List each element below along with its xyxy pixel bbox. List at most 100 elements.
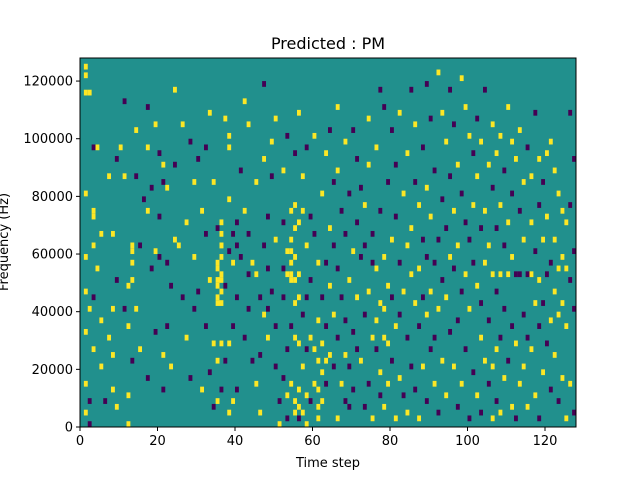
heatmap-cell-high	[95, 144, 100, 151]
heatmap-cell-high	[312, 380, 317, 387]
heatmap-cell-low	[130, 357, 135, 364]
heatmap-cell-high	[498, 132, 503, 139]
heatmap-cell-high	[289, 380, 294, 387]
heatmap-cell-high	[227, 196, 232, 203]
heatmap-cell-low	[556, 398, 561, 404]
heatmap-cell-low	[285, 132, 290, 139]
heatmap-cell-high	[219, 230, 224, 237]
heatmap-cell-low	[428, 115, 433, 122]
heatmap-cell-high	[192, 254, 197, 260]
heatmap-cell-high	[215, 357, 220, 364]
heatmap-cell-low	[455, 317, 460, 324]
heatmap-cell-high	[479, 138, 484, 145]
heatmap-cell-high	[494, 150, 499, 157]
heatmap-cell-low	[91, 294, 96, 301]
x-tick-label: 80	[382, 434, 399, 449]
heatmap-cell-high	[405, 150, 410, 157]
heatmap-cell-high	[242, 207, 247, 214]
heatmap-cell-low	[448, 173, 453, 180]
heatmap-cell-high	[254, 380, 259, 387]
heatmap-cell-high	[297, 340, 301, 347]
heatmap-cell-high	[145, 207, 150, 214]
heatmap-cell-low	[378, 392, 383, 399]
heatmap-cell-low	[374, 346, 379, 353]
heatmap-cell-high	[328, 282, 332, 289]
heatmap-cell-low	[328, 127, 332, 133]
heatmap-cell-low	[235, 294, 239, 301]
heatmap-cell-high	[444, 294, 449, 301]
heatmap-cell-low	[397, 311, 402, 318]
heatmap-cell-high	[409, 225, 414, 231]
heatmap-cell-high	[293, 254, 298, 260]
heatmap-cell-low	[479, 409, 484, 416]
heatmap-cell-low	[207, 369, 212, 376]
x-tick-label: 0	[76, 434, 84, 449]
heatmap-cell-high	[529, 271, 534, 278]
x-tick-label: 100	[455, 434, 480, 449]
heatmap-cell-low	[204, 144, 208, 151]
heatmap-cell-high	[320, 340, 325, 347]
heatmap-cell-high	[297, 386, 301, 393]
heatmap-cell-low	[273, 363, 278, 370]
heatmap-cell-high	[463, 271, 468, 278]
heatmap-cell-high	[386, 340, 391, 347]
heatmap-cell-high	[444, 138, 449, 145]
heatmap-cell-high	[293, 202, 298, 208]
heatmap-cell-high	[471, 202, 476, 208]
heatmap-cell-high	[494, 346, 499, 353]
heatmap-cell-low	[289, 323, 294, 329]
heatmap-cell-low	[231, 323, 236, 329]
heatmap-cell-low	[390, 127, 394, 133]
heatmap-cell-high	[401, 288, 406, 295]
heatmap-cell-high	[262, 156, 267, 162]
heatmap-cell-high	[417, 265, 422, 272]
heatmap-cell-high	[533, 392, 538, 399]
heatmap-cell-high	[316, 259, 321, 266]
heatmap-cell-high	[397, 375, 402, 381]
heatmap-cell-high	[130, 277, 135, 283]
heatmap-cell-low	[432, 259, 437, 266]
heatmap-cell-high	[289, 248, 294, 255]
heatmap-cell-high	[355, 294, 360, 301]
heatmap-cell-high	[169, 363, 174, 370]
heatmap-cell-low	[196, 156, 201, 162]
heatmap-cell-high	[269, 138, 274, 145]
heatmap-cell-high	[161, 352, 166, 358]
heatmap-cell-high	[231, 259, 236, 266]
x-tick-label: 120	[533, 434, 558, 449]
heatmap-cell-low	[87, 398, 92, 404]
heatmap-cell-low	[572, 248, 577, 255]
heatmap-cell-low	[533, 248, 538, 255]
heatmap-cell-high	[529, 346, 534, 353]
heatmap-cell-high	[91, 213, 96, 220]
heatmap-cell-low	[378, 207, 383, 214]
heatmap-cell-low	[421, 236, 425, 243]
heatmap-cell-high	[126, 392, 131, 399]
heatmap-cell-high	[227, 144, 232, 151]
y-axis-label: Frequency (Hz)	[0, 193, 12, 291]
heatmap-cell-low	[320, 294, 325, 301]
heatmap-cell-low	[223, 357, 228, 364]
heatmap-cell-high	[316, 357, 321, 364]
heatmap-cell-high	[506, 219, 511, 226]
heatmap-cell-low	[525, 271, 530, 278]
heatmap-cell-high	[440, 109, 445, 116]
heatmap-cell-high	[409, 271, 414, 278]
heatmap-cell-high	[227, 409, 232, 416]
heatmap-cell-low	[262, 81, 267, 87]
heatmap-cell-high	[545, 213, 549, 220]
heatmap-cell-low	[475, 115, 480, 122]
heatmap-cell-high	[335, 167, 340, 174]
heatmap-cell-high	[215, 265, 220, 272]
heatmap-cell-low	[452, 265, 456, 272]
heatmap-cell-low	[548, 259, 553, 266]
heatmap-cell-low	[122, 305, 127, 312]
heatmap-cell-low	[242, 334, 247, 341]
heatmap-cell-high	[126, 282, 131, 289]
heatmap-cell-low	[517, 207, 522, 214]
heatmap-cell-high	[514, 340, 518, 347]
heatmap-cell-low	[145, 104, 150, 110]
y-tick-label: 100000	[23, 132, 73, 147]
heatmap-cell-high	[200, 207, 205, 214]
heatmap-background	[80, 58, 576, 427]
